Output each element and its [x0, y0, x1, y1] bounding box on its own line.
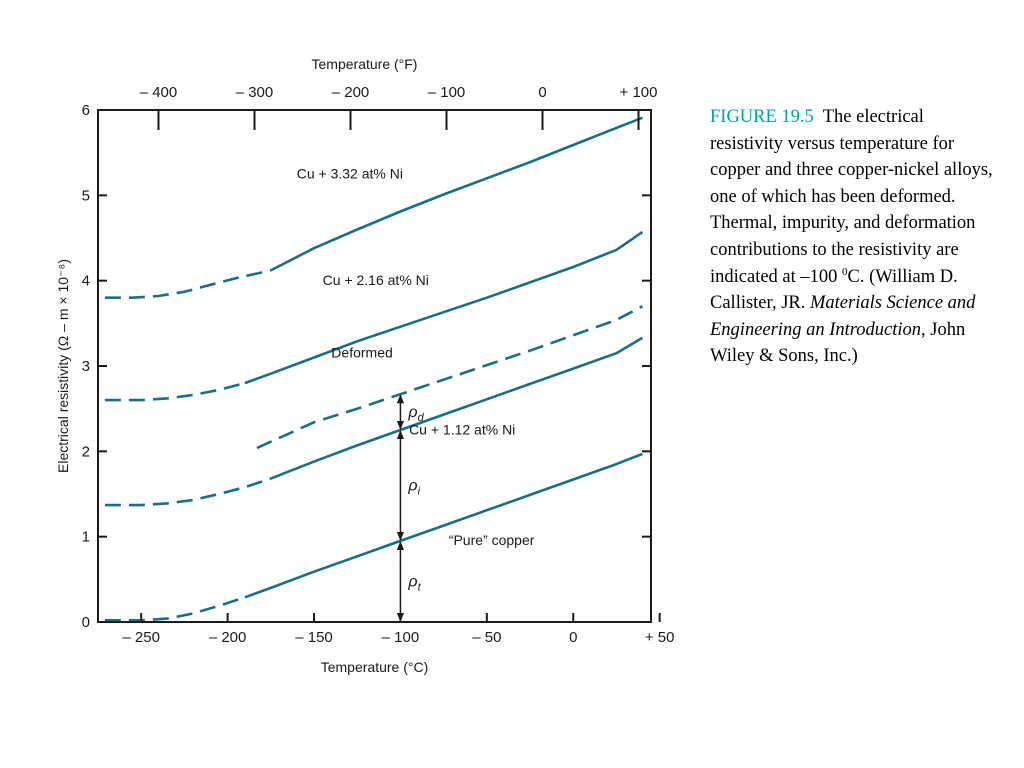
- curve-label: Cu + 1.12 at% Ni: [409, 421, 515, 437]
- series-deformed-dashed: [256, 305, 644, 450]
- series-pure-copper-solid: [244, 452, 643, 599]
- series-cu-1-12-at-ni-solid: [270, 336, 644, 480]
- top-tick-label: – 400: [140, 84, 178, 101]
- y-tick-label: 6: [82, 102, 90, 119]
- x-tick-label: – 100: [382, 629, 420, 646]
- x-tick-label: 0: [569, 629, 577, 646]
- caption-text-part-3: , John Wiley & Sons, Inc.): [710, 319, 966, 367]
- top-tick-label: – 300: [236, 84, 274, 101]
- plot-frame: [97, 109, 652, 623]
- rho-subscript: i: [418, 485, 421, 497]
- series-cu-3-32-at-ni-solid: [270, 116, 643, 272]
- y-tick-label: 2: [82, 443, 90, 460]
- figure-caption: FIGURE 19.5 The electrical resistivity v…: [710, 104, 1000, 370]
- figure-label: FIGURE 19.5: [710, 107, 814, 127]
- curve-label: Deformed: [331, 344, 392, 360]
- annotation-layer: ρd ρi ρt: [396, 394, 425, 622]
- book-title: Materials Science and Engineering an Int…: [710, 293, 976, 340]
- top-tick-label: – 200: [332, 84, 370, 101]
- rho-label-thermal: ρt: [407, 573, 421, 593]
- y-tick-label: 5: [82, 187, 90, 204]
- series-cu-1-12-at-ni-dashed: [104, 477, 272, 507]
- top-tick-label: + 100: [620, 84, 658, 101]
- rho-subscript: t: [418, 581, 422, 593]
- series-cu-3-32-at-ni-dashed: [104, 269, 272, 300]
- curve-label: “Pure” copper: [449, 532, 535, 548]
- x-tick-label: – 50: [472, 629, 501, 646]
- y-tick-label: 0: [82, 614, 90, 631]
- rho-subscript: d: [418, 412, 425, 424]
- top-axis-title: Temperature (°F): [312, 56, 418, 72]
- series-cu-2-16-at-ni-dashed: [104, 381, 246, 402]
- x-tick-label: – 200: [209, 629, 247, 646]
- degree-superscript: 0: [842, 265, 848, 278]
- y-tick-label: 4: [82, 273, 90, 290]
- x-axis-title: Temperature (°C): [321, 659, 429, 675]
- curve-label: Cu + 3.32 at% Ni: [297, 165, 403, 181]
- y-tick-label: 3: [82, 358, 90, 375]
- rho-label-impurity: ρi: [407, 477, 420, 497]
- x-tick-label: – 250: [122, 629, 160, 646]
- rho-label-deformation: ρd: [407, 404, 424, 424]
- top-tick-label: 0: [538, 84, 546, 101]
- caption-text-part-1: The electrical resistivity versus temper…: [710, 107, 993, 287]
- curve-label: Cu + 2.16 at% Ni: [323, 272, 429, 288]
- y-tick-label: 1: [82, 529, 90, 546]
- x-tick-label: + 50: [645, 629, 675, 646]
- series-pure-copper-dashed: [104, 596, 246, 622]
- top-tick-label: – 100: [428, 84, 466, 101]
- caption-text-part-2: C. (William D. Callister, JR.: [710, 266, 958, 314]
- axis-layer: – 250 – 200 – 150 – 100 – 50 0 + 50 – 400 – 300 –…: [82, 84, 675, 646]
- series-cu-2-16-at-ni-solid: [244, 230, 644, 385]
- series-layer: Cu + 3.32 at% Ni Cu + 2.16 at% Ni Deformed…: [104, 116, 644, 622]
- x-tick-label: – 150: [295, 629, 333, 646]
- y-axis-title: Electrical resistivity (Ω – m × 10⁻⁸): [55, 259, 71, 473]
